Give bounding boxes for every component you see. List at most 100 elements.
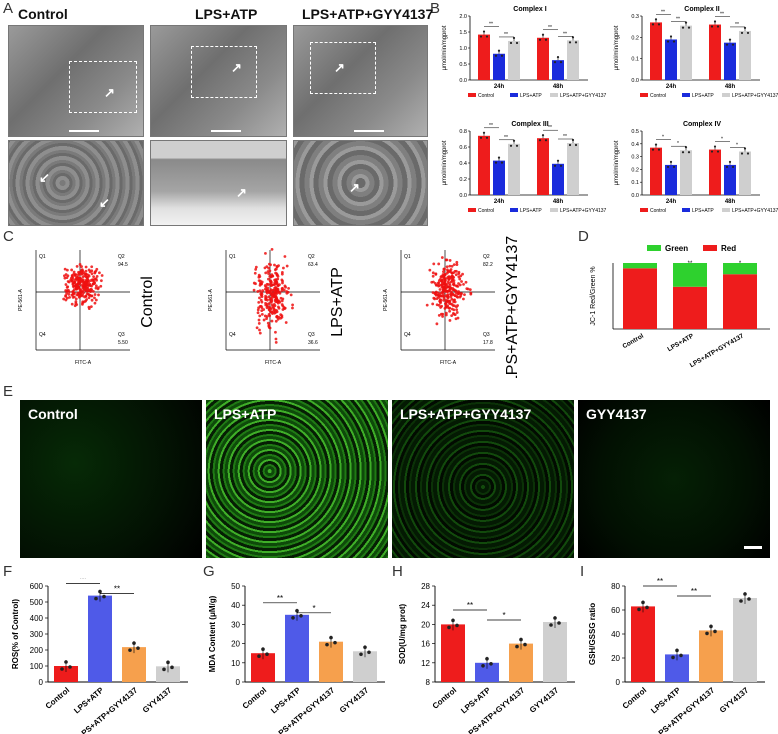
event-dot [276,274,280,278]
event-dot [269,310,272,314]
data-point [509,144,513,147]
y-axis-label: PE-561-A [18,289,24,311]
event-dot [459,294,463,298]
data-point [557,621,561,625]
arrow-icon: ↗ [349,180,360,195]
event-dot [286,290,290,294]
bar-green [723,263,757,275]
gsh-chart: GSH/GSSG ratio 0 20 40 60 80 Control LPS+ATPLPS… [588,578,765,734]
data-point [739,599,743,603]
event-dot [271,312,274,315]
event-dot [93,296,96,300]
data-point [451,618,455,623]
y-tick-label: 2.0 [459,14,467,20]
event-dot [267,266,271,270]
legend-label: LPS+ATP [692,93,714,99]
data-point [485,136,489,139]
event-dot [459,292,463,295]
em-title-control: Control [18,6,68,22]
event-dot [442,277,445,281]
event-dot [439,301,442,305]
data-point [64,660,68,664]
event-dot [72,270,76,274]
data-point [544,38,548,41]
event-dot [268,326,271,330]
data-point [710,150,714,153]
data-point [671,655,675,660]
data-point [509,41,513,45]
x-tick-label: LPS+ATP+GYY4137 [689,332,746,369]
event-dot [92,275,95,279]
significance-label: ** [548,125,552,131]
event-dot [275,298,279,302]
event-dot [440,279,444,283]
event-dot [449,295,453,299]
event-dot [435,297,439,300]
event-dot [440,282,444,286]
legend-label: LPS+ATP+GYY4137 [732,93,778,99]
quadrant-label: Q1 [39,254,46,260]
legend-label: Control [478,93,494,99]
y-tick-label: 28 [421,582,430,591]
event-dot [453,289,457,292]
bar [493,160,505,195]
event-dot [258,331,262,335]
data-point [705,631,709,636]
quadrant-value: 5.50 [118,340,128,346]
data-point [568,41,572,44]
bar [552,163,564,195]
flow-plot-lps: Q1 Q2 63.4 Q3 36.6 Q4 FITC-A PE-561-A LPS+ATP [208,248,346,366]
event-dot [75,303,79,307]
em-image-gyy-low: ↗ [293,25,428,137]
event-dot [448,259,452,262]
event-dot [452,263,456,267]
event-dot [289,293,293,297]
y-tick-label: 20 [611,654,620,663]
chart-title: Complex II [684,6,719,13]
event-dot [99,279,103,283]
fluor-title-lps: LPS+ATP [214,406,277,422]
y-tick-label: 0.2 [631,35,639,41]
event-dot [68,295,71,299]
bar [724,42,736,80]
event-dot [86,273,90,277]
event-dot [257,306,261,310]
event-dot [100,274,104,277]
event-dot [454,273,458,277]
legend-label: LPS+ATP [520,93,542,99]
event-dot [65,268,69,272]
bar [475,662,499,682]
data-point [553,164,557,167]
bar [478,135,490,195]
panel-label-a: A [3,0,14,17]
flow-cytometry-panel: Q1 Q2 94.5 Q3 5.50 Q4 FITC-A PE-561-A Control Q1… [18,236,521,378]
panel-label-i: I [580,563,585,580]
event-dot [281,308,285,311]
event-dot [439,312,443,316]
significance-label: * [662,135,664,141]
significance-label: ** [676,17,680,23]
event-dot [268,269,272,273]
event-dot [274,267,278,271]
y-axis-label: JC-1 Red/Green % [590,266,597,325]
event-dot [448,302,451,305]
x-tick-label: 24h [494,199,505,205]
data-point [485,35,489,38]
event-dot [266,298,269,302]
event-dot [93,293,97,296]
event-dot [91,289,95,293]
x-tick-label: 48h [553,84,564,90]
significance-label: ** [563,134,567,140]
event-dot [265,306,269,310]
event-dot [280,270,284,274]
fluor-title-gyy-only: GYY4137 [586,406,647,422]
x-tick-label: LPS+ATP [269,685,303,715]
quadrant-value: 82.2 [483,262,493,268]
event-dot [431,291,435,294]
data-point [265,652,269,656]
panel-label-b: B [430,0,441,17]
y-tick-label: 100 [30,662,44,671]
event-dot [431,302,435,306]
scale-bar [211,130,241,132]
event-dot [273,282,277,286]
